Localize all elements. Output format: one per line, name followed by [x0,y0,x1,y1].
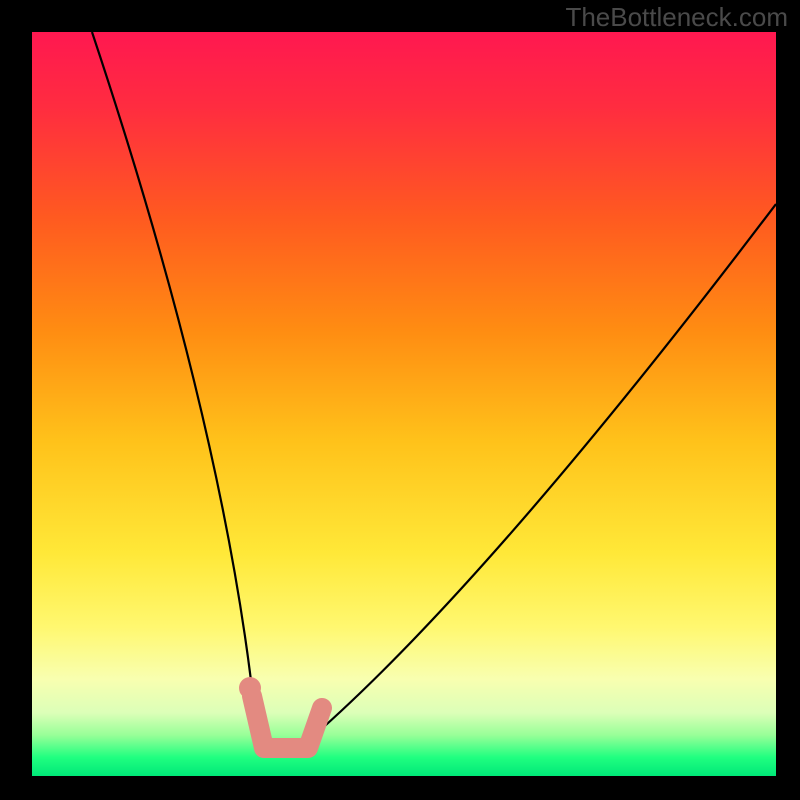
watermark-text: TheBottleneck.com [565,2,788,33]
gradient-background [32,32,776,776]
plot-area [32,32,776,776]
